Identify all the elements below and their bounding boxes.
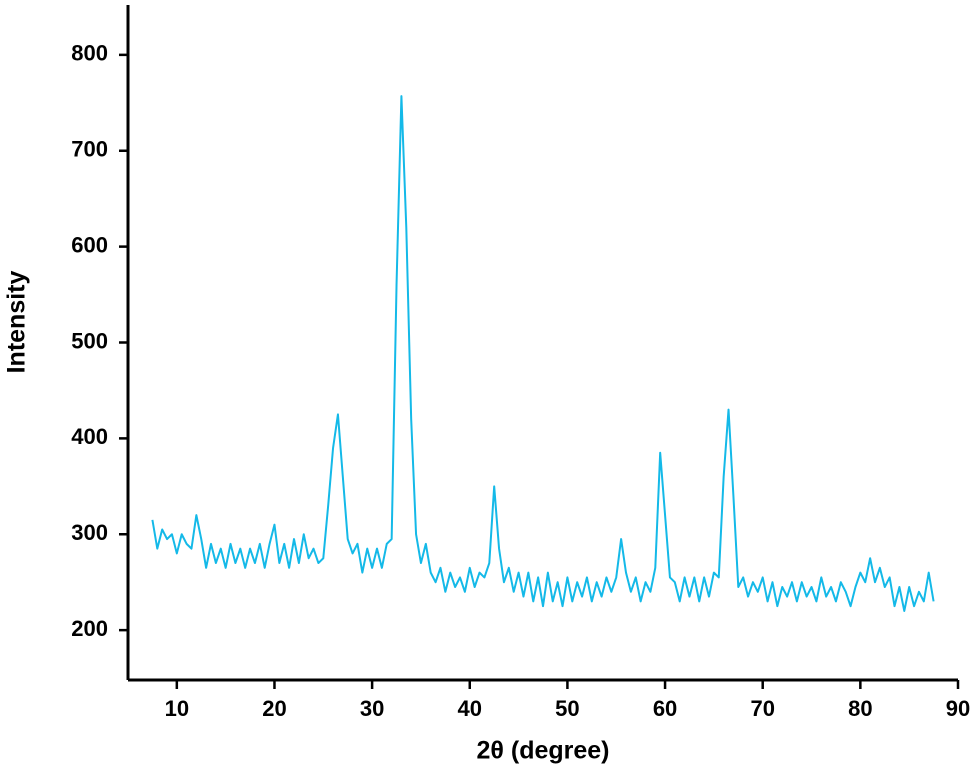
x-tick-label: 80	[848, 696, 872, 721]
y-tick-label: 600	[71, 232, 108, 257]
x-tick-label: 50	[555, 696, 579, 721]
x-axis-title: 2θ (degree)	[477, 737, 610, 765]
y-tick-label: 800	[71, 41, 108, 66]
y-tick-label: 700	[71, 137, 108, 162]
x-tick-label: 70	[750, 696, 774, 721]
x-tick-label: 40	[458, 696, 482, 721]
y-tick-label: 200	[71, 616, 108, 641]
x-tick-label: 20	[262, 696, 286, 721]
y-axis-title: Intensity	[3, 271, 31, 374]
y-tick-label: 400	[71, 424, 108, 449]
x-tick-label: 30	[360, 696, 384, 721]
x-tick-label: 10	[165, 696, 189, 721]
y-tick-label: 300	[71, 520, 108, 545]
x-tick-label: 90	[946, 696, 970, 721]
data-line	[151, 95, 935, 612]
y-tick-label: 500	[71, 328, 108, 353]
x-tick-label: 60	[653, 696, 677, 721]
